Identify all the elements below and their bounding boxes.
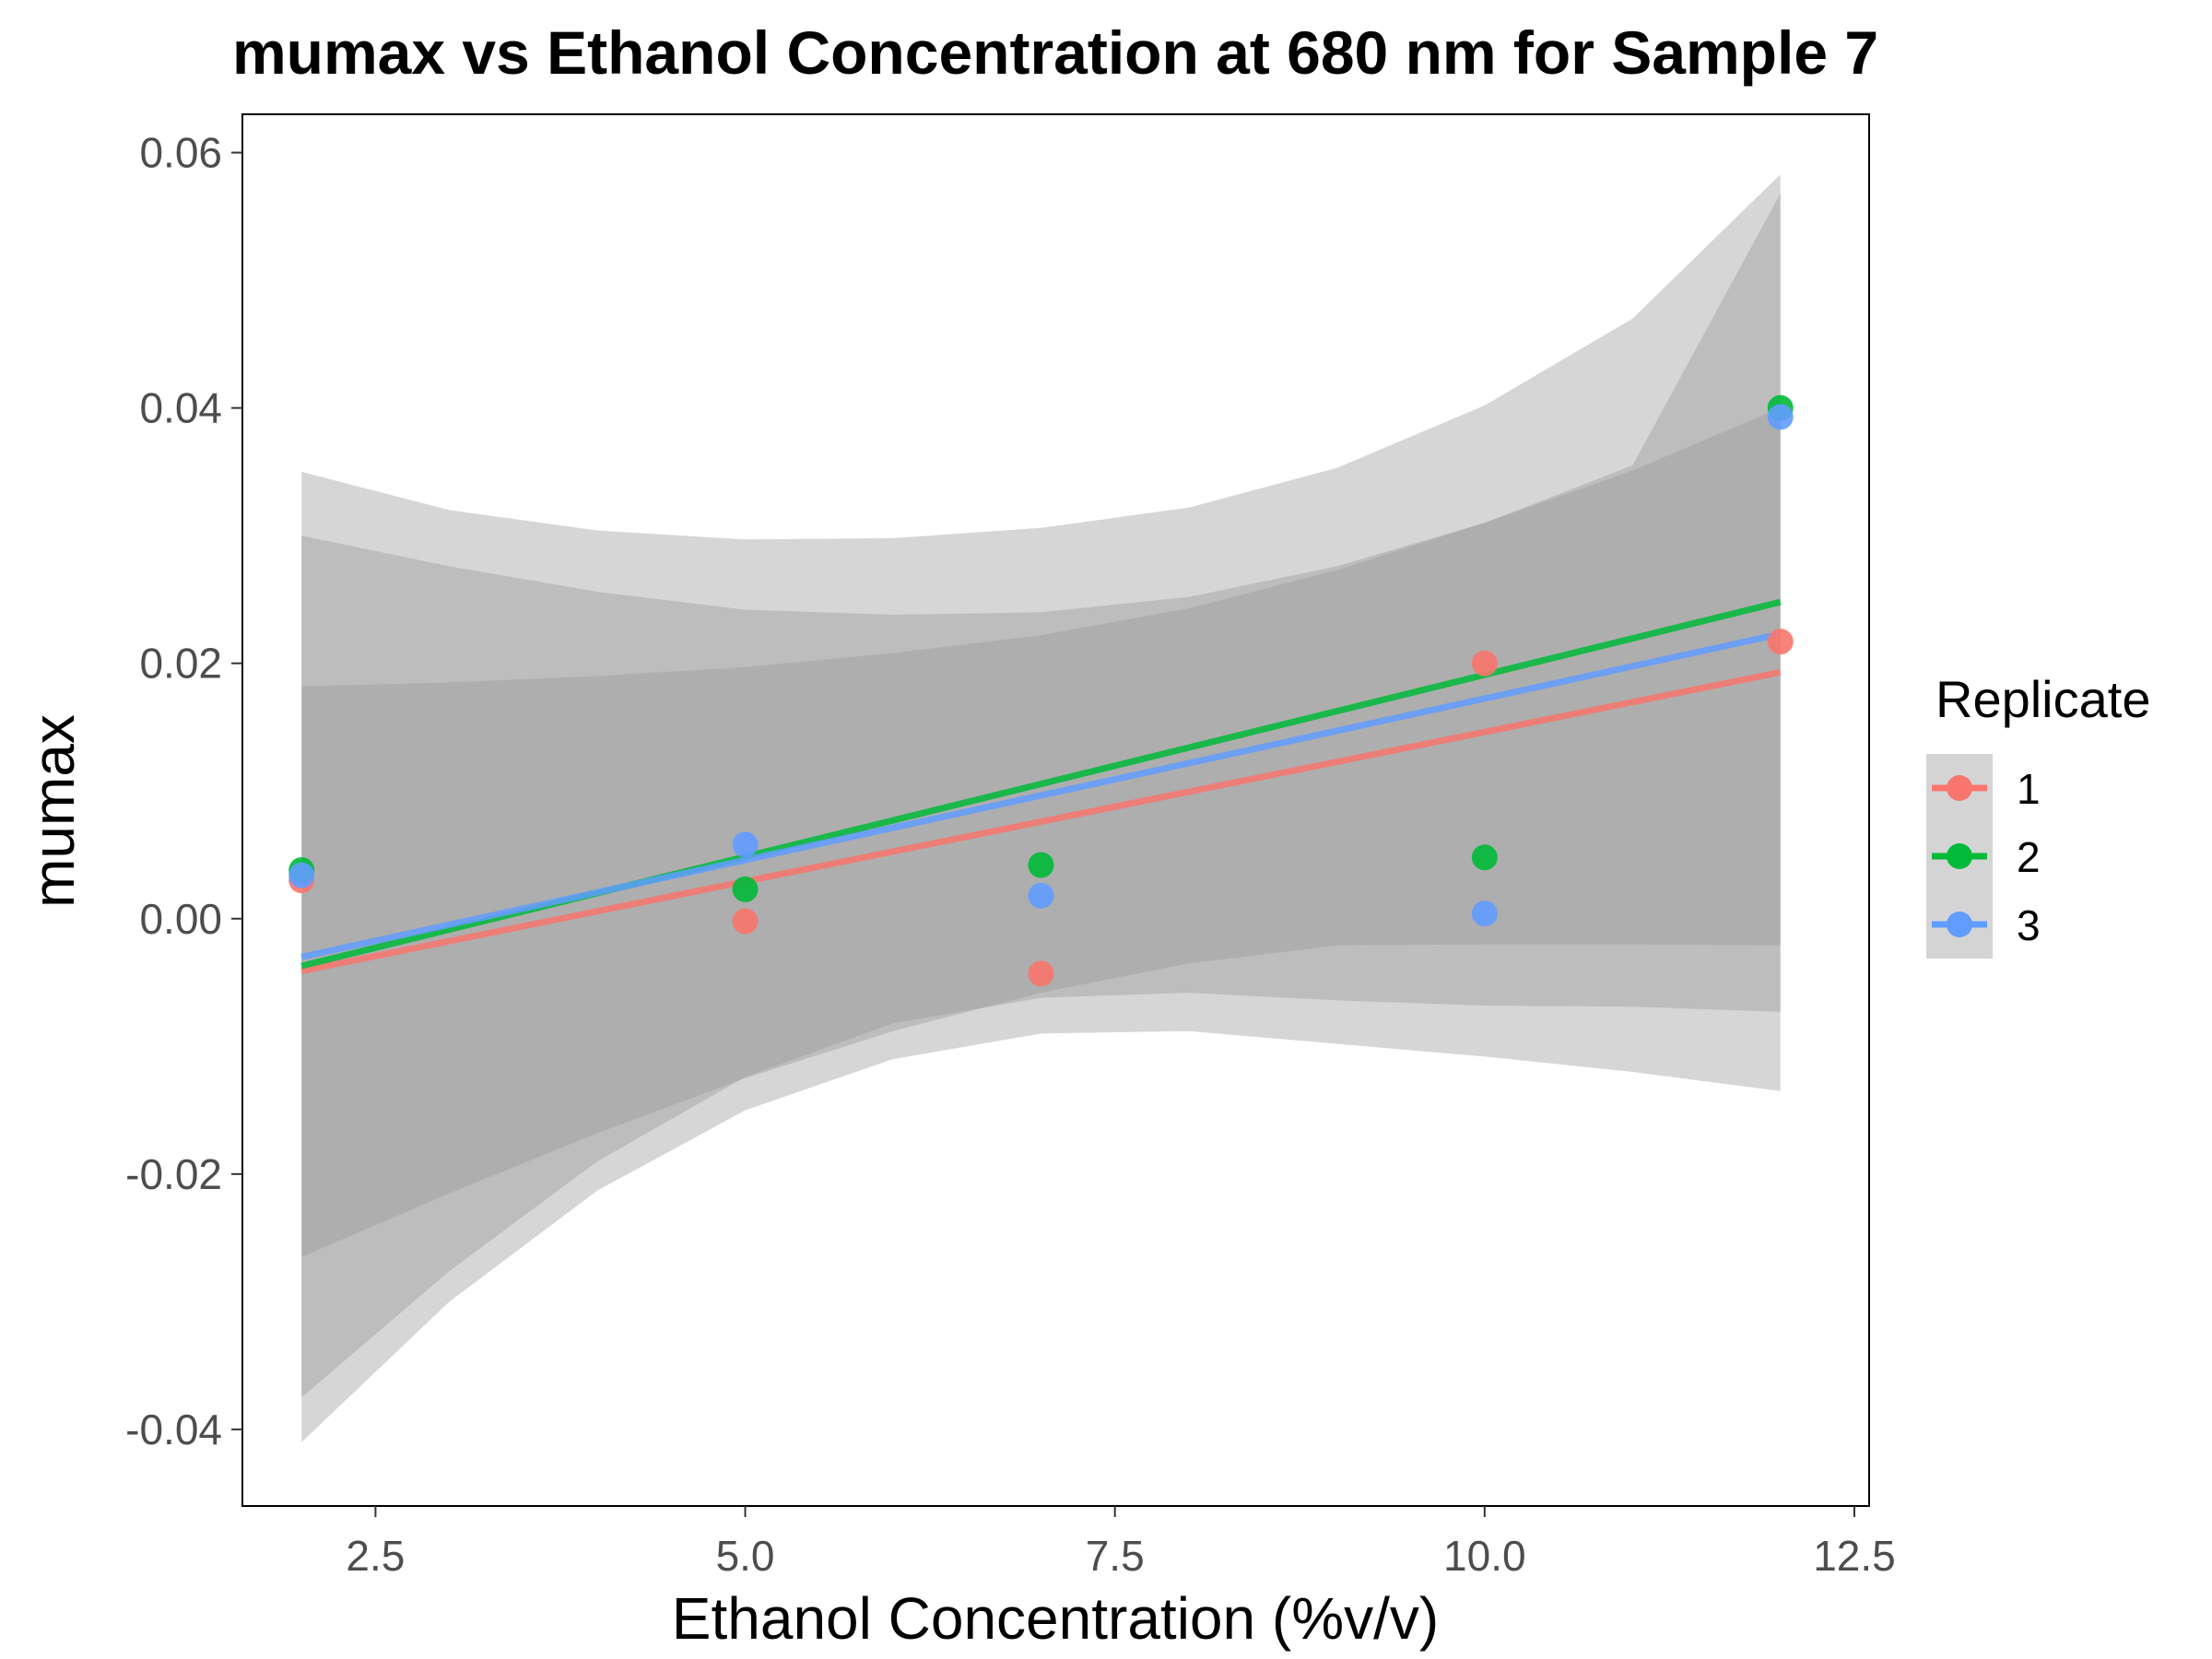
data-point-replicate-2 (1028, 852, 1054, 878)
fit-lines (300, 598, 1782, 974)
x-tick-label: 2.5 (346, 1532, 405, 1580)
ci-band-replicate-3 (301, 193, 1781, 1257)
y-tick-label: 0.02 (139, 640, 222, 688)
x-tick-label: 5.0 (716, 1532, 775, 1580)
legend-label: 1 (2017, 765, 2041, 813)
y-tick-label: 0.04 (139, 384, 222, 432)
y-tick-label: -0.02 (125, 1150, 222, 1198)
confidence-bands (301, 174, 1781, 1442)
data-point-replicate-3 (732, 831, 759, 858)
data-point-replicate-2 (732, 876, 759, 902)
x-tick-label: 7.5 (1086, 1532, 1145, 1580)
data-point-replicate-1 (732, 908, 759, 935)
y-tick-label: -0.04 (125, 1406, 222, 1453)
legend-label: 3 (2017, 901, 2041, 949)
x-axis-label: Ethanol Concentration (%v/v) (672, 1585, 1439, 1652)
data-point-replicate-3 (1028, 882, 1054, 909)
legend-key-point (1947, 912, 1972, 937)
y-tick-label: 0.06 (139, 129, 222, 177)
data-point-replicate-1 (1471, 650, 1498, 677)
fit-line-replicate-1 (300, 668, 1782, 974)
data-point-replicate-3 (288, 862, 315, 888)
legend-key-point (1947, 843, 1972, 869)
legend-key-point (1947, 775, 1972, 801)
data-points (288, 394, 1794, 987)
data-point-replicate-3 (1767, 404, 1794, 430)
legend-item-replicate-1: 1 (1926, 754, 2041, 822)
data-point-replicate-2 (1471, 844, 1498, 871)
data-point-replicate-1 (1767, 629, 1794, 655)
y-axis-label: mumax (20, 714, 87, 908)
x-axis-ticks: 2.5 5.0 7.5 10.0 12.5 (346, 1506, 1896, 1580)
x-tick-label: 10.0 (1443, 1532, 1526, 1580)
legend-title: Replicate (1936, 670, 2150, 728)
data-point-replicate-1 (1028, 960, 1054, 987)
legend: Replicate 1 2 3 (1926, 670, 2150, 959)
plot-panel-border (241, 113, 1870, 1507)
legend-item-replicate-2: 2 (1926, 822, 2041, 890)
y-tick-label: 0.00 (139, 895, 222, 943)
x-tick-label: 12.5 (1813, 1532, 1896, 1580)
legend-item-replicate-3: 3 (1926, 890, 2041, 959)
ci-band-replicate-2 (301, 174, 1781, 1442)
chart-title: mumax vs Ethanol Concentration at 680 nm… (232, 18, 1878, 87)
legend-label: 2 (2017, 833, 2041, 881)
data-point-replicate-3 (1471, 900, 1498, 927)
fit-line-replicate-3 (300, 630, 1782, 960)
y-axis-ticks: -0.04 -0.02 0.00 0.02 0.04 0.06 (125, 129, 242, 1453)
